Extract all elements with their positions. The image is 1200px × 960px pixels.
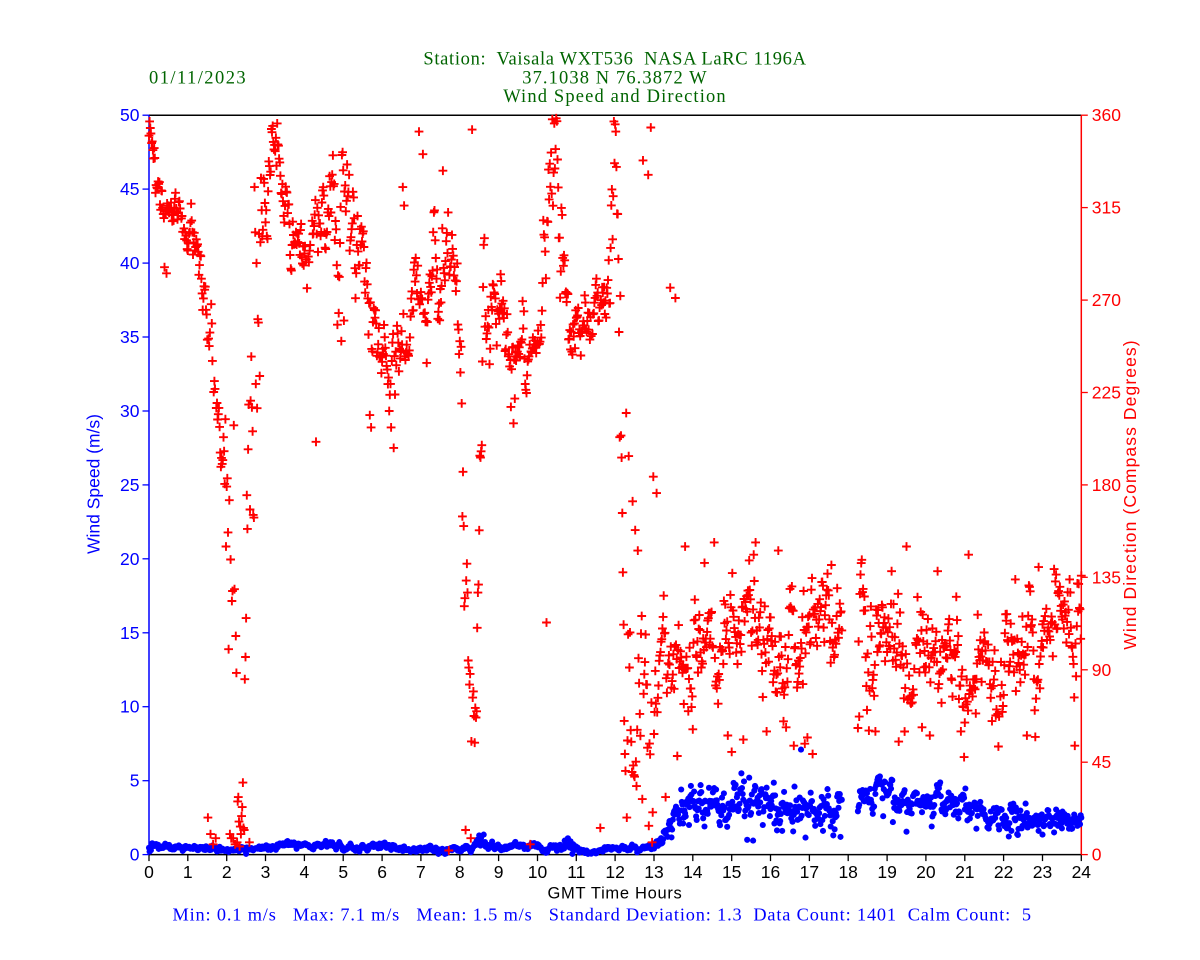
svg-text:10: 10 — [528, 862, 548, 882]
svg-text:0: 0 — [1092, 845, 1102, 865]
svg-text:135: 135 — [1092, 567, 1121, 587]
svg-text:01/11/2023: 01/11/2023 — [149, 69, 247, 89]
svg-text:25: 25 — [120, 475, 139, 495]
svg-text:10: 10 — [120, 697, 140, 717]
svg-text:40: 40 — [120, 253, 140, 273]
svg-text:16: 16 — [761, 862, 780, 882]
svg-text:Wind Speed (m/s): Wind Speed (m/s) — [84, 414, 104, 554]
svg-text:20: 20 — [120, 549, 140, 569]
svg-text:50: 50 — [120, 105, 140, 125]
svg-text:22: 22 — [994, 862, 1013, 882]
svg-text:14: 14 — [683, 862, 703, 882]
svg-text:0: 0 — [144, 862, 154, 882]
svg-text:4: 4 — [300, 862, 310, 882]
svg-text:360: 360 — [1092, 105, 1121, 125]
svg-text:7: 7 — [416, 862, 426, 882]
svg-text:20: 20 — [916, 862, 936, 882]
svg-text:45: 45 — [120, 179, 139, 199]
svg-text:37.1038 N 76.3872 W: 37.1038 N 76.3872 W — [522, 68, 708, 88]
svg-text:GMT Time Hours: GMT Time Hours — [548, 885, 683, 903]
svg-text:6: 6 — [377, 862, 387, 882]
svg-text:18: 18 — [838, 862, 857, 882]
svg-text:0: 0 — [130, 845, 140, 865]
svg-text:315: 315 — [1092, 198, 1121, 218]
svg-text:45: 45 — [1092, 752, 1111, 772]
svg-text:15: 15 — [722, 862, 741, 882]
svg-text:225: 225 — [1092, 383, 1121, 403]
svg-text:19: 19 — [877, 862, 896, 882]
svg-text:24: 24 — [1072, 862, 1092, 882]
svg-text:90: 90 — [1092, 660, 1112, 680]
svg-text:5: 5 — [338, 862, 348, 882]
svg-text:17: 17 — [800, 862, 819, 882]
svg-text:Wind Direction (Compass Degree: Wind Direction (Compass Degrees) — [1120, 339, 1140, 649]
svg-text:Min: 0.1 m/s Max: 7.1 m/s: Min: 0.1 m/s Max: 7.1 m/s Mean: 1.5 m/s … — [173, 905, 1032, 925]
svg-text:30: 30 — [120, 401, 140, 421]
svg-text:1: 1 — [183, 862, 193, 882]
svg-text:9: 9 — [494, 862, 504, 882]
svg-text:180: 180 — [1092, 475, 1121, 495]
svg-text:13: 13 — [644, 862, 663, 882]
svg-text:11: 11 — [567, 862, 585, 882]
svg-text:15: 15 — [120, 623, 139, 643]
svg-text:3: 3 — [261, 862, 271, 882]
svg-text:23: 23 — [1033, 862, 1052, 882]
svg-text:2: 2 — [222, 862, 232, 882]
svg-text:Station: Vaisala WXT536 NASA: Station: Vaisala WXT536 NASA LaRC 1196A — [423, 50, 806, 70]
svg-text:Wind Speed and Direction: Wind Speed and Direction — [503, 87, 727, 107]
svg-text:12: 12 — [605, 862, 624, 882]
svg-text:35: 35 — [120, 327, 139, 347]
svg-text:5: 5 — [130, 771, 140, 791]
svg-text:270: 270 — [1092, 290, 1121, 310]
svg-text:21: 21 — [955, 862, 974, 882]
svg-text:8: 8 — [455, 862, 465, 882]
